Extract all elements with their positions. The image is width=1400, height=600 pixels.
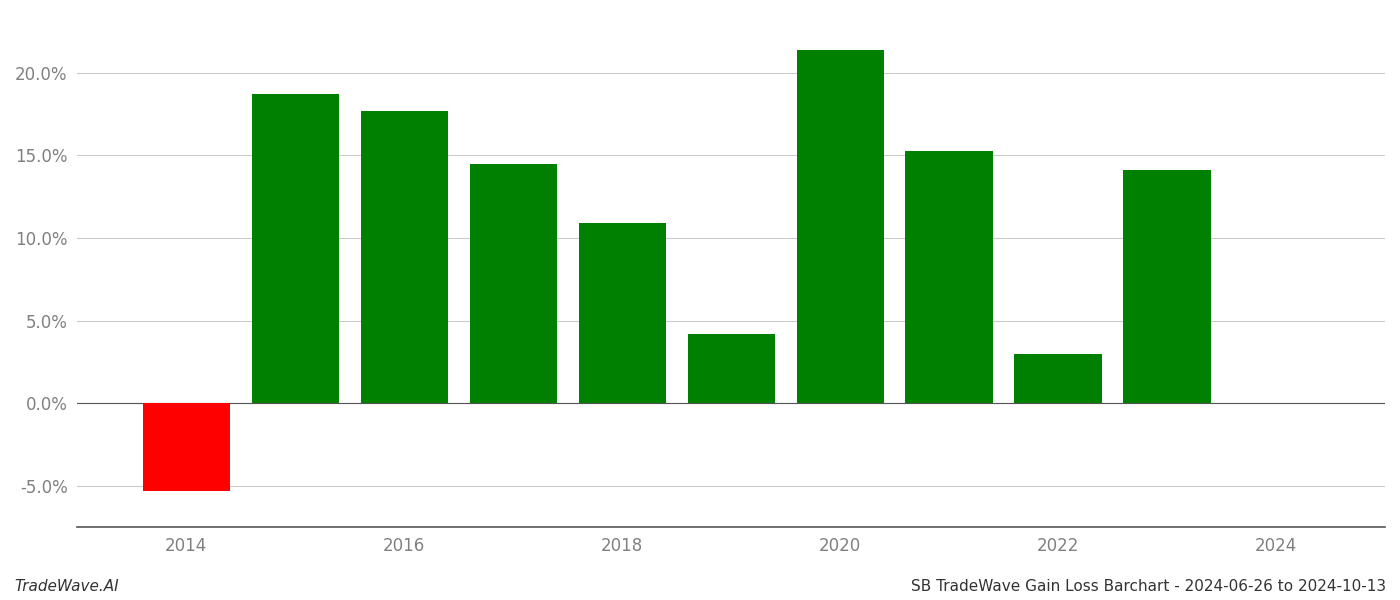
Text: SB TradeWave Gain Loss Barchart - 2024-06-26 to 2024-10-13: SB TradeWave Gain Loss Barchart - 2024-0… bbox=[911, 579, 1386, 594]
Bar bbox=[469, 164, 557, 403]
Bar bbox=[906, 151, 993, 403]
Bar bbox=[1015, 354, 1102, 403]
Bar bbox=[361, 111, 448, 403]
Bar bbox=[1123, 170, 1211, 403]
Bar bbox=[252, 94, 339, 403]
Text: TradeWave.AI: TradeWave.AI bbox=[14, 579, 119, 594]
Bar bbox=[687, 334, 774, 403]
Bar bbox=[797, 50, 883, 403]
Bar bbox=[578, 223, 666, 403]
Bar bbox=[143, 403, 230, 491]
